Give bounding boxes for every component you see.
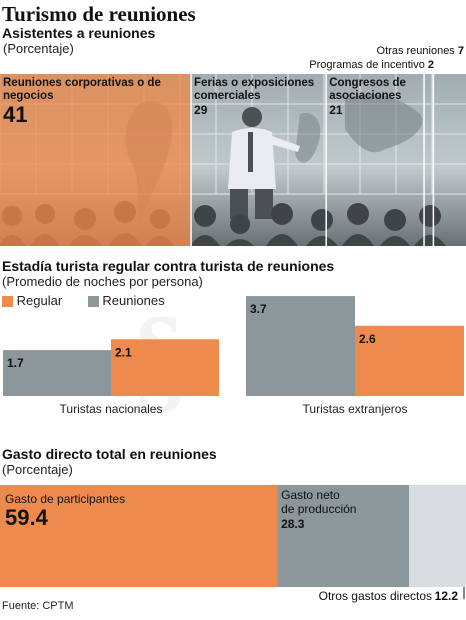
- programas-incentivo-label: Programas de incentivo: [309, 59, 425, 71]
- segment-1: [191, 74, 327, 246]
- segment-value: 21: [329, 103, 343, 117]
- spend-value-0: 59.4: [5, 505, 49, 530]
- programas-incentivo-callout: Programas de incentivo 2: [309, 59, 434, 71]
- section3-heading: Gasto directo total en reuniones: [2, 446, 217, 462]
- segment-name: Congresos de asociaciones: [329, 77, 406, 102]
- bar-reuniones-value-0: 1.7: [7, 356, 24, 370]
- section2-legend: Regular Reuniones: [2, 293, 165, 308]
- bar-regular-value-0: 2.1: [115, 345, 132, 359]
- segment-name: Ferias o exposiciones comerciales: [194, 77, 315, 102]
- segment-4: [433, 74, 466, 246]
- category-label-1: Turistas extranjeros: [303, 402, 408, 416]
- attendees-photo-bar: Reuniones corporativas o de negocios 41 Fe…: [0, 74, 466, 246]
- programas-incentivo-value: 2: [427, 59, 434, 71]
- segment-corporativas: [0, 74, 192, 246]
- segment-label-1: Ferias o exposiciones comerciales 29: [194, 77, 323, 117]
- bar-reuniones-1: [246, 296, 355, 396]
- source-note: Fuente: CPTM: [2, 600, 74, 612]
- attendees-photo-illustration: [0, 74, 466, 246]
- page-title: Turismo de reuniones: [2, 2, 196, 26]
- segment-label-2: Congresos de asociaciones 21: [329, 77, 421, 117]
- segment-name: Reuniones corporativas o de negocios: [3, 77, 161, 102]
- segment-value: 41: [3, 102, 28, 127]
- bar-regular-1: [355, 325, 464, 396]
- otras-reuniones-callout: Otras reuniones 7: [377, 45, 464, 57]
- bar-regular-0: [111, 339, 219, 396]
- section1-heading: Asistentes a reuniones: [2, 25, 156, 41]
- spend-label-2: Otros gastos directos: [319, 589, 432, 603]
- section1-subheading: (Porcentaje): [3, 41, 74, 56]
- spend-label-0: Gasto de participantes: [5, 492, 125, 506]
- otras-reuniones-value: 7: [457, 45, 464, 57]
- legend-regular-swatch: [2, 296, 13, 308]
- section2-heading: Estadía turista regular contra turista d…: [2, 258, 335, 274]
- spend-label-1b: de producción: [281, 502, 356, 516]
- category-label-0: Turistas nacionales: [60, 402, 163, 416]
- spend-segment-1: [277, 485, 410, 587]
- spend-value-1: 28.3: [281, 517, 305, 531]
- section3-subheading: (Porcentaje): [2, 462, 73, 477]
- bar-reuniones-value-1: 3.7: [250, 302, 267, 316]
- segment-value: 29: [194, 103, 208, 117]
- legend-regular-label: Regular: [16, 293, 63, 308]
- segment-2: [326, 74, 425, 246]
- spend-segment-2: [409, 485, 466, 587]
- bar-regular-value-1: 2.6: [359, 332, 376, 346]
- segment-label-0: Reuniones corporativas o de negocios 41: [3, 77, 188, 127]
- bar-reuniones-0: [3, 350, 111, 396]
- otras-reuniones-label: Otras reuniones: [376, 45, 455, 57]
- legend-reuniones-swatch: [87, 296, 99, 308]
- spend-segment-0: [0, 485, 278, 587]
- section2-subheading: (Promedio de noches por persona): [2, 274, 203, 289]
- spend-label-1a: Gasto neto: [281, 488, 340, 502]
- segment-3: [424, 74, 434, 246]
- legend-reuniones-label: Reuniones: [102, 293, 165, 308]
- spend-value-2: 12.2: [435, 589, 459, 603]
